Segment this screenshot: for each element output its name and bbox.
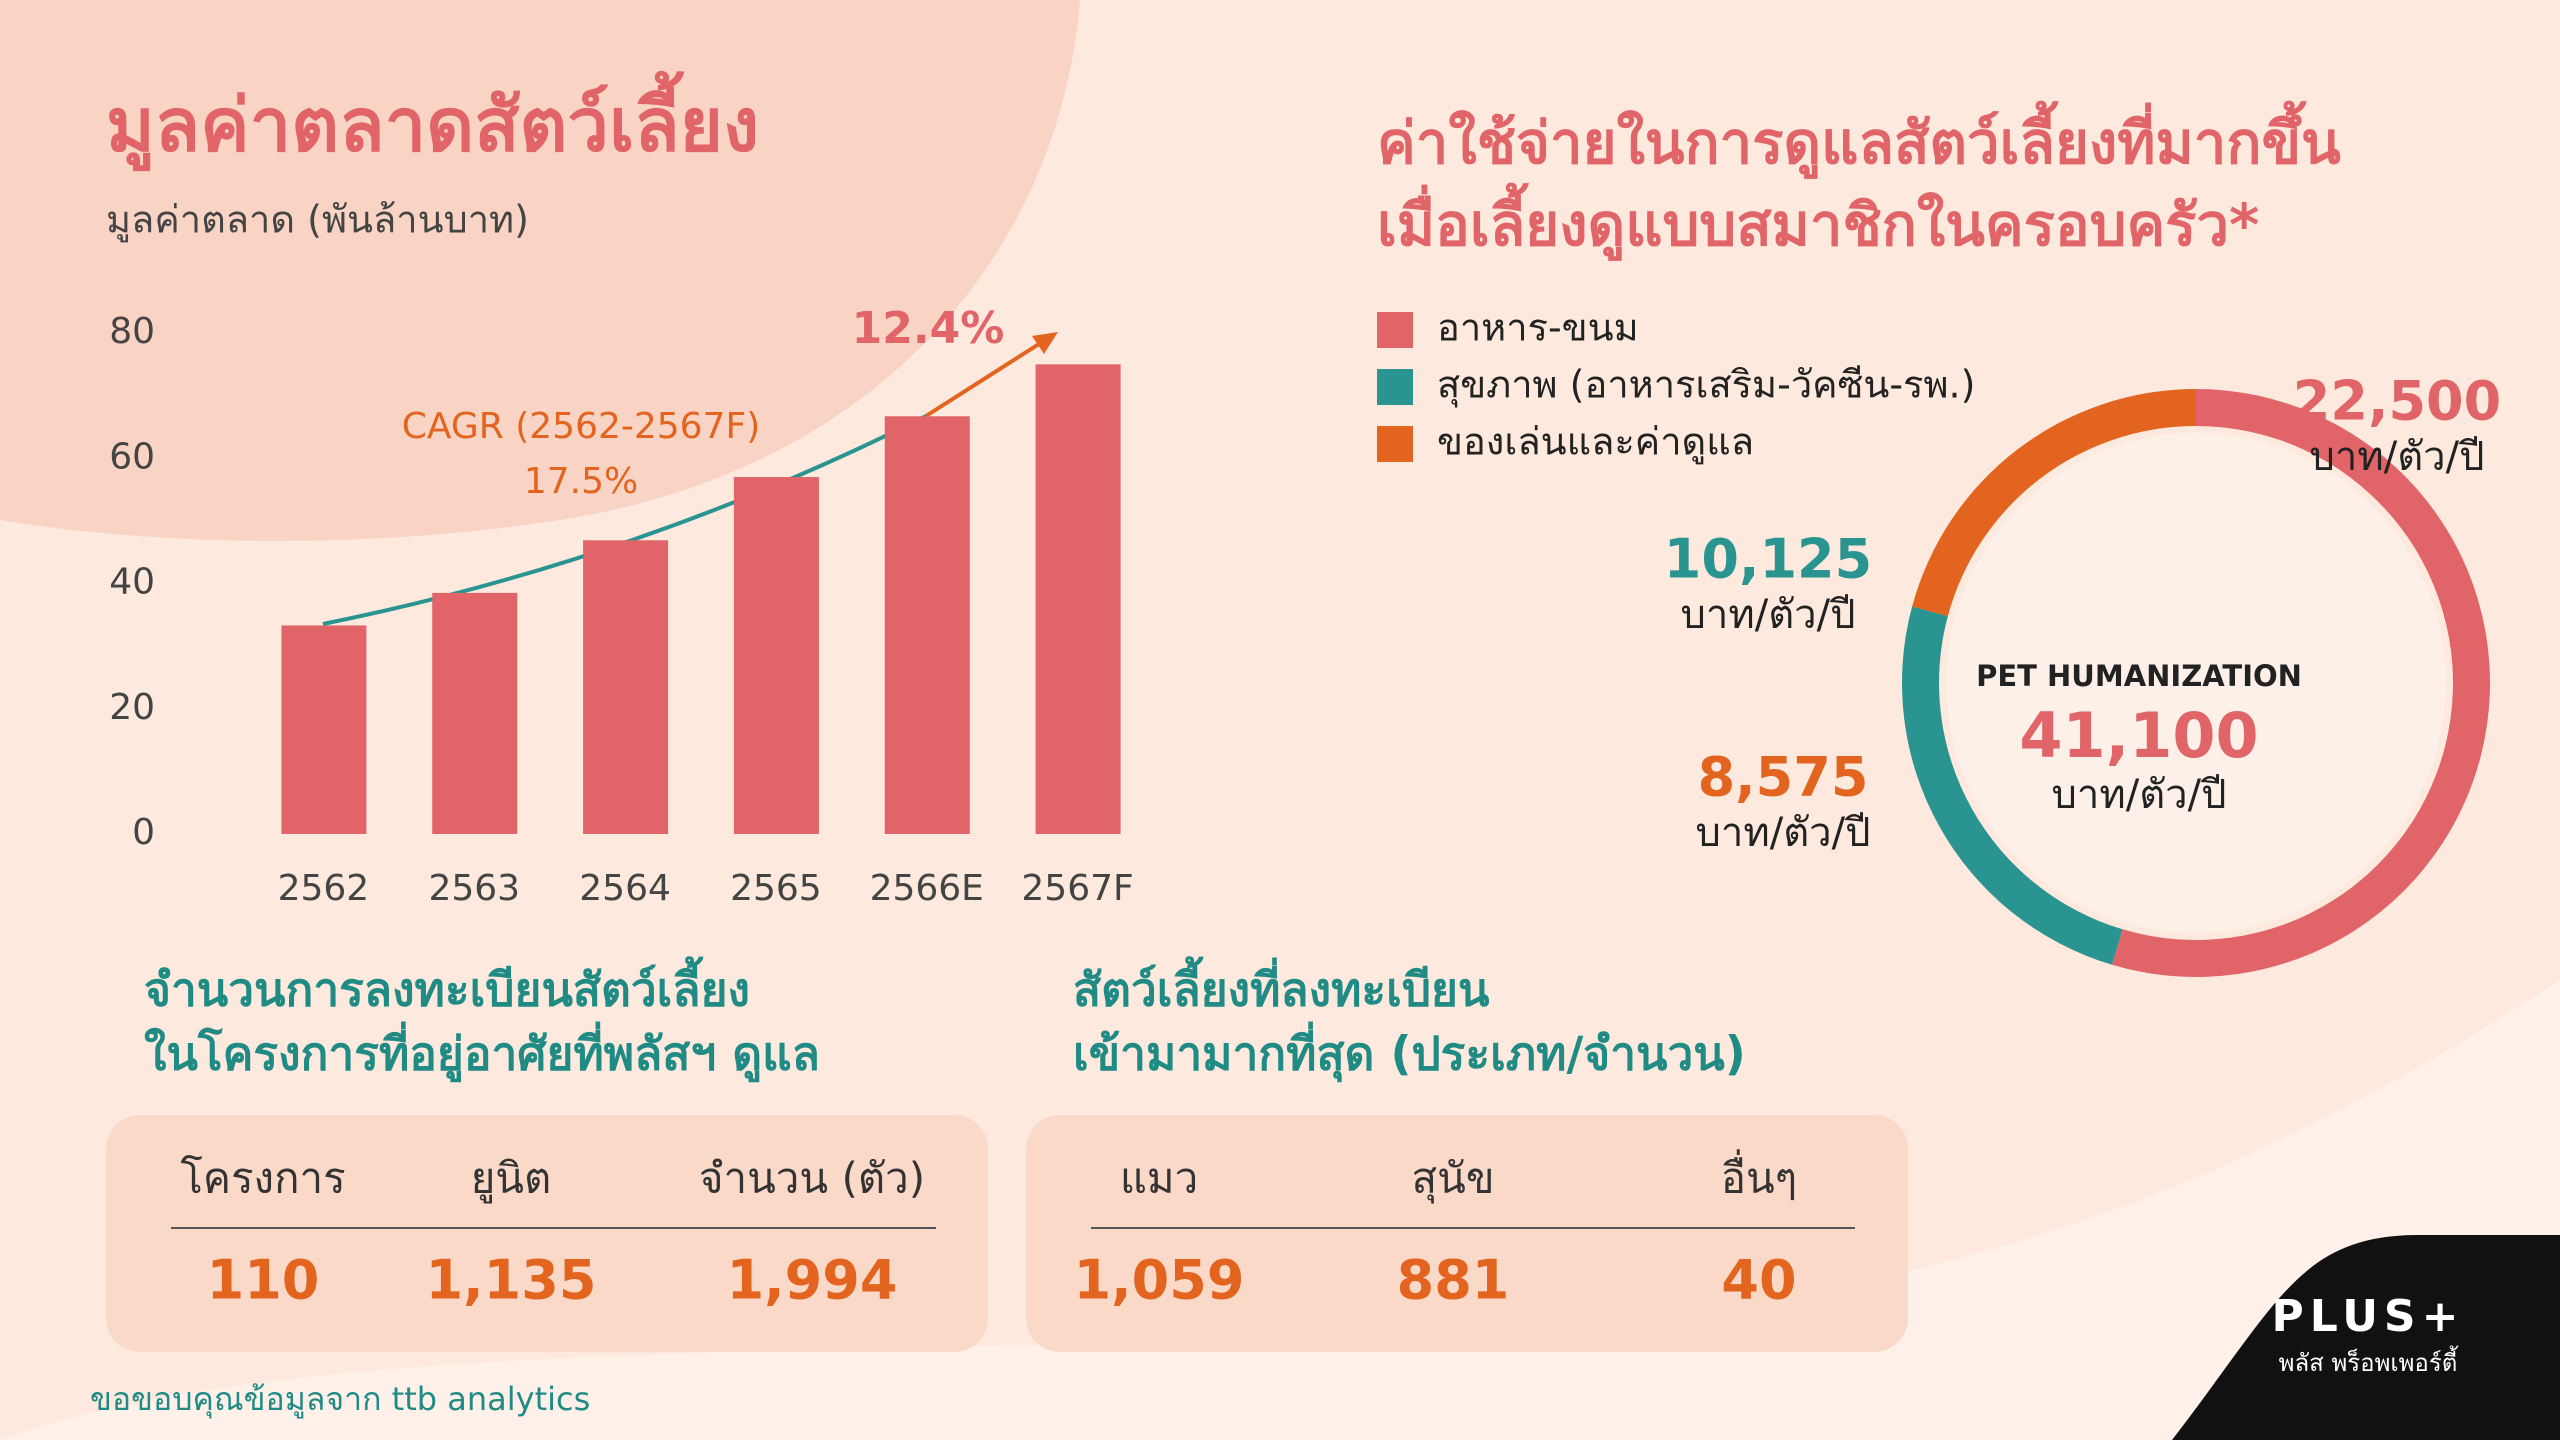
bar [733,477,819,834]
table-cell: 40 [1721,1249,1796,1312]
table-box [1026,1115,1908,1352]
legend-label: ของเล่นและค่าดูแล [1437,420,1754,465]
legend-label: สุขภาพ (อาหารเสริม-วัคซีน-รพ.) [1437,363,1975,408]
table-header: แมว [1120,1154,1198,1203]
y-tick-label: 60 [109,436,155,477]
table-cell: 110 [207,1249,320,1312]
table-cell: 1,994 [727,1249,898,1312]
data-unit: บาท/ตัว/ปี [1681,592,1856,638]
table-header: โครงการ [180,1154,345,1203]
legend-label: อาหาร-ขนม [1437,306,1639,350]
bar [583,540,669,834]
bar [432,592,518,834]
table-header: สุนัข [1411,1154,1494,1205]
data-unit: บาท/ตัว/ปี [2310,434,2485,480]
logo-name: PLUS+ [2271,1291,2464,1342]
table-title: ในโครงการที่อยู่อาศัยที่พลัสฯ ดูแล [144,1022,820,1083]
bar [1035,364,1121,834]
y-tick-label: 20 [109,687,155,728]
center-value: 41,100 [2019,699,2258,772]
y-tick-label: 40 [109,562,155,603]
arrow-head [1032,332,1058,354]
background-blob [0,0,1080,541]
annotation: 17.5% [524,461,638,502]
bar [281,625,367,834]
bar [884,416,970,834]
background-wave [0,980,2560,1440]
x-tick-label: 2562 [278,868,370,909]
y-tick-label: 0 [132,812,155,853]
donut-hole [1946,433,2446,933]
legend-swatch [1377,369,1413,405]
data-label: 22,500 [2293,370,2501,433]
table-header: จำนวน (ตัว) [699,1154,925,1203]
center-title: PET HUMANIZATION [1976,659,2302,693]
annotation: 12.4% [852,303,1005,354]
donut-segment [1902,606,2123,965]
chart-title: มูลค่าตลาดสัตว์เลี้ยง [106,71,759,172]
table-title: สัตว์เลี้ยงที่ลงทะเบียน [1073,956,1490,1017]
table-header: ยูนิต [471,1154,552,1204]
table-header: อื่นๆ [1721,1150,1798,1203]
y-tick-label: 80 [109,311,155,352]
x-tick-label: 2563 [428,868,520,909]
donut-title: เมื่อเลี้ยงดูแบบสมาชิกในครอบครัว* [1377,183,2259,261]
table-cell: 1,059 [1074,1249,1245,1312]
legend-swatch [1377,312,1413,348]
center-unit: บาท/ตัว/ปี [2052,772,2227,818]
donut-title: ค่าใช้จ่ายในการดูแลสัตว์เลี้ยงที่มากขึ้น [1377,101,2341,179]
logo-bg [2172,1235,2560,1440]
x-tick-label: 2564 [579,868,671,909]
table-cell: 1,135 [426,1249,597,1312]
trend-curve [322,414,927,626]
donut-segment [1912,389,2196,617]
logo-subtitle: พลัส พร็อพเพอร์ตี้ [2279,1345,2459,1377]
table-box [106,1115,988,1352]
x-tick-label: 2567F [1021,868,1133,909]
y-axis-label: มูลค่าตลาด (พันล้านบาท) [106,198,529,243]
data-unit: บาท/ตัว/ปี [1696,810,1871,856]
trend-arrow [924,335,1052,418]
x-tick-label: 2566E [870,868,984,909]
data-label: 8,575 [1698,746,1869,809]
table-cell: 881 [1397,1249,1510,1312]
table-title: เข้ามามากที่สุด (ประเภท/จำนวน) [1073,1022,1746,1083]
footer: ขอขอบคุณข้อมูลจาก ttb analytics [90,1380,590,1419]
legend-swatch [1377,426,1413,462]
x-tick-label: 2565 [730,868,822,909]
table-title: จำนวนการลงทะเบียนสัตว์เลี้ยง [144,956,750,1017]
annotation: CAGR (2562-2567F) [402,406,761,447]
data-label: 10,125 [1664,528,1872,591]
